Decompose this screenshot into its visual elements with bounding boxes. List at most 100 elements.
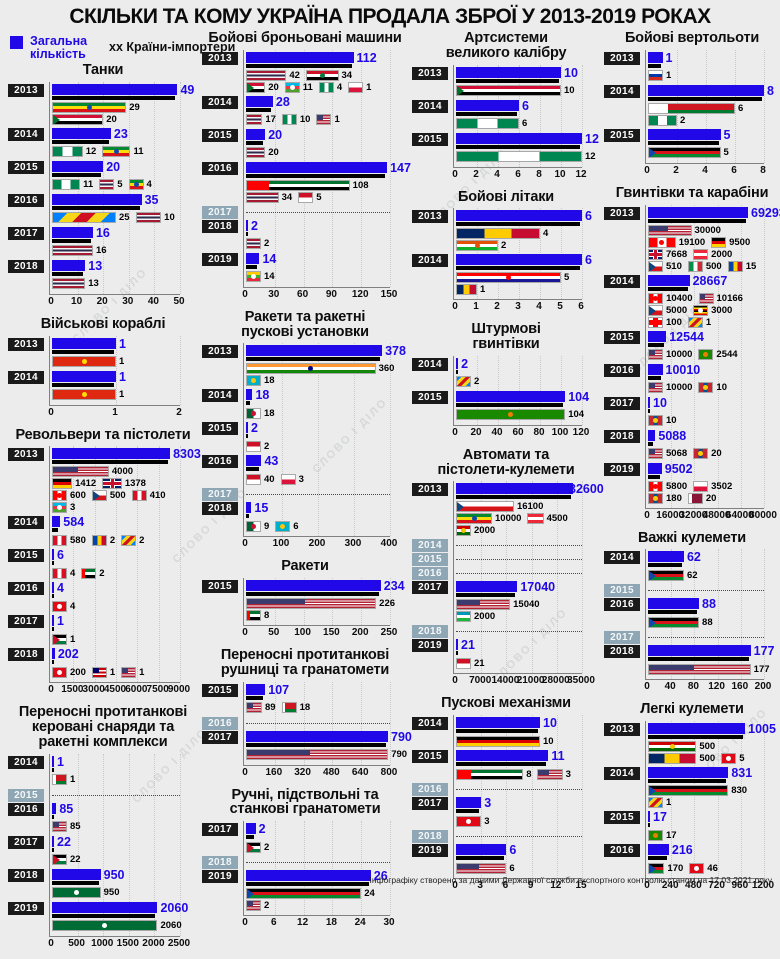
- importers: 226 8: [246, 598, 395, 622]
- usa-flag-icon: [648, 663, 751, 675]
- importer-value: 500: [699, 741, 716, 753]
- total-value: 216: [671, 843, 693, 858]
- importer-value: 62: [686, 569, 698, 581]
- importer-sum-bar: [52, 767, 54, 772]
- importer-drcongo: 1: [648, 797, 671, 809]
- usa-flag-icon: [246, 598, 377, 610]
- x-tick: 1: [112, 406, 118, 418]
- year-badge-2016: 2016: [604, 598, 640, 612]
- total-bar: [52, 127, 111, 139]
- azerbaijan-flag-icon: [52, 502, 67, 514]
- total-bar: [52, 337, 116, 349]
- gridline: [561, 355, 562, 425]
- x-axis-grenade-launchers: 0 6 12 18 24 30: [242, 917, 403, 929]
- flag-hoist-band: [282, 703, 286, 713]
- uk-flag-icon: [648, 248, 663, 260]
- importer-thailand: 13: [52, 278, 99, 290]
- moldova-flag-icon: [727, 260, 743, 272]
- importer-chad: 500: [648, 753, 716, 765]
- column-3: Артсистеми великого калібру 2013 10 10 2014 6…: [409, 31, 604, 901]
- x-axis-combat-aircraft: 0 1 2 3 4 5 6: [452, 301, 595, 313]
- x-tick: 160: [265, 766, 283, 778]
- importer-value: 5: [316, 191, 322, 203]
- importers: 177: [648, 663, 770, 675]
- x-tick: 6: [731, 164, 737, 176]
- x-tick: 12: [575, 168, 587, 180]
- importer-uk: 1378: [102, 478, 146, 490]
- importer-sum-bar: [648, 779, 727, 784]
- gridline: [158, 446, 160, 683]
- importer-germany: 1412: [52, 478, 96, 490]
- total-bar: [648, 767, 729, 779]
- x-tick: 200: [308, 538, 326, 550]
- total-bar: [52, 259, 86, 271]
- kazakhstan-flag-icon: [275, 520, 291, 532]
- thailand-flag-icon: [99, 179, 115, 191]
- importer-chad: 4: [456, 228, 548, 240]
- x-tick: 50: [268, 627, 280, 639]
- flag-emblem: [251, 274, 256, 280]
- total-value: 104: [568, 389, 590, 404]
- year-row-2015: 2015 12544 10000 2544: [604, 330, 764, 361]
- legend-total-label: Загальна кількість: [30, 34, 88, 62]
- total-value: 14: [262, 251, 277, 266]
- tajikistan-flag-icon: [648, 741, 697, 753]
- importers: 10000 2544: [648, 349, 764, 361]
- turkey-flag-icon: [52, 666, 67, 678]
- x-tick: 500: [68, 937, 85, 949]
- importer-value: 500: [109, 490, 126, 502]
- importer-value: 2: [264, 900, 270, 912]
- total-value: 49: [180, 82, 195, 97]
- flag-hoist-band: [53, 775, 56, 785]
- total-bar: [648, 551, 684, 563]
- total-value: 177: [753, 644, 775, 659]
- gridline: [390, 343, 391, 537]
- year-row-2015: 2015 11 8 3: [412, 749, 582, 780]
- chart-plot-missiles-launchers: 2013 378 360 18 2014 18 18 2015 2 2 2016 43 40 3 2017 2…: [202, 343, 406, 538]
- importer-sum-bar: [52, 95, 176, 100]
- importer-value: 34: [281, 191, 293, 203]
- importer-zambia: 17: [648, 829, 677, 841]
- year-row-2014: 2014 6 6: [412, 99, 582, 130]
- flag-emblem: [653, 483, 658, 489]
- total-bar: [52, 582, 54, 594]
- importer-sum-bar: [246, 173, 386, 178]
- source-note: Інфографіку створено за даними Державної…: [369, 875, 772, 885]
- importer-value: 410: [149, 490, 166, 502]
- gridline: [73, 446, 75, 683]
- x-axis-automatic-smg: 0 7000 14000 21000 28000 35000: [452, 675, 595, 687]
- gridline: [540, 355, 541, 425]
- usa-flag-icon: [648, 382, 663, 394]
- importer-value: 10: [716, 382, 727, 394]
- year-row-2019: 2019 9502 5800 3502 180 20: [604, 462, 764, 504]
- year-row-2018: 2018 13 13: [8, 259, 180, 290]
- importer-usa: 2: [246, 900, 270, 912]
- importer-czechia: 16100: [456, 501, 543, 513]
- germany-flag-icon: [52, 478, 73, 490]
- x-tick: 240: [661, 880, 679, 892]
- importer-value: 5000: [666, 304, 688, 316]
- importers: 360 18: [246, 363, 394, 387]
- x-tick: 32000: [679, 509, 708, 521]
- chart-rifles-carbines: Гвинтівки та карабіни2013692933000019100…: [601, 185, 780, 522]
- importer-tajikistan: 2000: [456, 525, 495, 537]
- importer-value: 6: [738, 102, 744, 114]
- flag-emblem: [653, 295, 659, 301]
- importer-value: 15040: [513, 599, 540, 611]
- importer-value: 500: [699, 753, 716, 765]
- year-badge-2014: 2014: [202, 95, 238, 109]
- total-bar: [246, 580, 381, 592]
- importer-sum-bar: [52, 627, 54, 632]
- total-value: 5: [723, 127, 731, 142]
- year-row-2014: 2014 584 580 2 2: [8, 515, 180, 546]
- year-badge-2015: 2015: [412, 750, 448, 764]
- importers: 1: [52, 389, 180, 401]
- x-axis-armored-vehicles: 0 30 60 90 120 150: [242, 289, 403, 301]
- importer-usa: 790: [246, 749, 407, 761]
- sudan-flag-icon: [52, 113, 104, 125]
- usa-flag-icon: [52, 466, 109, 478]
- czechia-flag-icon: [648, 260, 663, 272]
- x-tick: 1500: [116, 937, 139, 949]
- nigeria-flag-icon: [648, 114, 677, 126]
- flag-emblem: [113, 149, 119, 155]
